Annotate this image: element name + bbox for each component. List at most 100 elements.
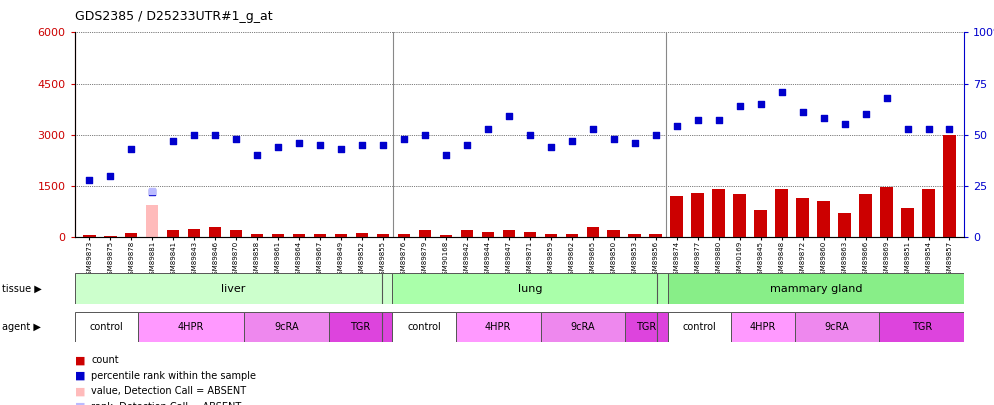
Bar bbox=[566, 234, 579, 237]
Bar bbox=[398, 234, 411, 237]
Text: 9cRA: 9cRA bbox=[571, 322, 595, 332]
Point bbox=[752, 101, 768, 107]
Point bbox=[186, 131, 202, 138]
Bar bbox=[460, 230, 473, 237]
Point bbox=[480, 125, 496, 132]
Text: tissue ▶: tissue ▶ bbox=[2, 284, 42, 294]
Bar bbox=[670, 196, 683, 237]
Point bbox=[249, 152, 265, 158]
Point bbox=[438, 152, 454, 158]
Bar bbox=[188, 229, 201, 237]
Text: control: control bbox=[408, 322, 441, 332]
Text: ■: ■ bbox=[75, 386, 85, 396]
Point bbox=[229, 136, 245, 142]
Text: 9cRA: 9cRA bbox=[825, 322, 850, 332]
Text: liver: liver bbox=[222, 284, 246, 294]
Point bbox=[312, 142, 328, 148]
Text: control: control bbox=[89, 322, 123, 332]
Bar bbox=[293, 234, 305, 237]
Point bbox=[144, 188, 160, 194]
Bar bbox=[880, 312, 964, 342]
Point bbox=[501, 113, 517, 119]
Point bbox=[522, 131, 538, 138]
Bar bbox=[607, 230, 620, 237]
Bar bbox=[795, 312, 880, 342]
Bar bbox=[314, 234, 326, 237]
Point bbox=[837, 121, 853, 128]
Bar bbox=[393, 273, 668, 304]
Bar bbox=[138, 312, 244, 342]
Point bbox=[144, 189, 160, 195]
Bar bbox=[146, 205, 158, 237]
Text: GDS2385 / D25233UTR#1_g_at: GDS2385 / D25233UTR#1_g_at bbox=[75, 10, 272, 23]
Point bbox=[102, 173, 118, 179]
Point bbox=[773, 88, 789, 95]
Text: lung: lung bbox=[518, 284, 542, 294]
Bar bbox=[503, 230, 515, 237]
Bar bbox=[104, 236, 116, 237]
Text: ■: ■ bbox=[75, 356, 85, 365]
Bar bbox=[271, 234, 284, 237]
Point bbox=[941, 125, 957, 132]
Text: ■: ■ bbox=[75, 402, 85, 405]
Text: value, Detection Call = ABSENT: value, Detection Call = ABSENT bbox=[91, 386, 247, 396]
Bar bbox=[482, 232, 494, 237]
Point bbox=[375, 142, 391, 148]
Bar bbox=[230, 230, 243, 237]
Point bbox=[123, 146, 139, 152]
Bar bbox=[668, 273, 964, 304]
Point bbox=[900, 125, 915, 132]
Bar bbox=[541, 312, 625, 342]
Bar bbox=[439, 235, 452, 237]
Text: 4HPR: 4HPR bbox=[485, 322, 511, 332]
Point bbox=[690, 117, 706, 124]
Bar bbox=[329, 312, 393, 342]
Point bbox=[605, 136, 621, 142]
Point bbox=[333, 146, 349, 152]
Point bbox=[543, 144, 559, 150]
Bar bbox=[83, 235, 95, 237]
Bar bbox=[125, 233, 137, 237]
Bar bbox=[732, 312, 795, 342]
Point bbox=[648, 131, 664, 138]
Point bbox=[858, 111, 874, 117]
Bar bbox=[75, 312, 138, 342]
Bar bbox=[859, 194, 872, 237]
Text: 4HPR: 4HPR bbox=[749, 322, 776, 332]
Bar bbox=[146, 234, 158, 237]
Bar bbox=[668, 312, 732, 342]
Point bbox=[270, 144, 286, 150]
Point bbox=[82, 177, 97, 183]
Point bbox=[396, 136, 412, 142]
Bar bbox=[713, 189, 725, 237]
Bar bbox=[356, 233, 369, 237]
Point bbox=[291, 140, 307, 146]
Point bbox=[920, 125, 936, 132]
Bar bbox=[335, 234, 347, 237]
Bar bbox=[456, 312, 541, 342]
Bar bbox=[775, 189, 788, 237]
Bar bbox=[244, 312, 329, 342]
Bar bbox=[649, 234, 662, 237]
Text: 4HPR: 4HPR bbox=[178, 322, 204, 332]
Text: control: control bbox=[683, 322, 717, 332]
Bar bbox=[209, 227, 222, 237]
Bar bbox=[628, 234, 641, 237]
Bar bbox=[393, 312, 456, 342]
Point bbox=[816, 115, 832, 122]
Point bbox=[459, 142, 475, 148]
Bar bbox=[754, 210, 767, 237]
Point bbox=[669, 123, 685, 130]
Bar bbox=[902, 208, 913, 237]
Text: count: count bbox=[91, 356, 119, 365]
Bar bbox=[881, 188, 893, 237]
Text: mammary gland: mammary gland bbox=[769, 284, 862, 294]
Point bbox=[417, 131, 433, 138]
Text: TGR: TGR bbox=[636, 322, 657, 332]
Point bbox=[711, 117, 727, 124]
Text: 9cRA: 9cRA bbox=[274, 322, 298, 332]
Point bbox=[584, 125, 600, 132]
Bar bbox=[625, 312, 668, 342]
Bar bbox=[943, 134, 956, 237]
Bar bbox=[167, 230, 180, 237]
